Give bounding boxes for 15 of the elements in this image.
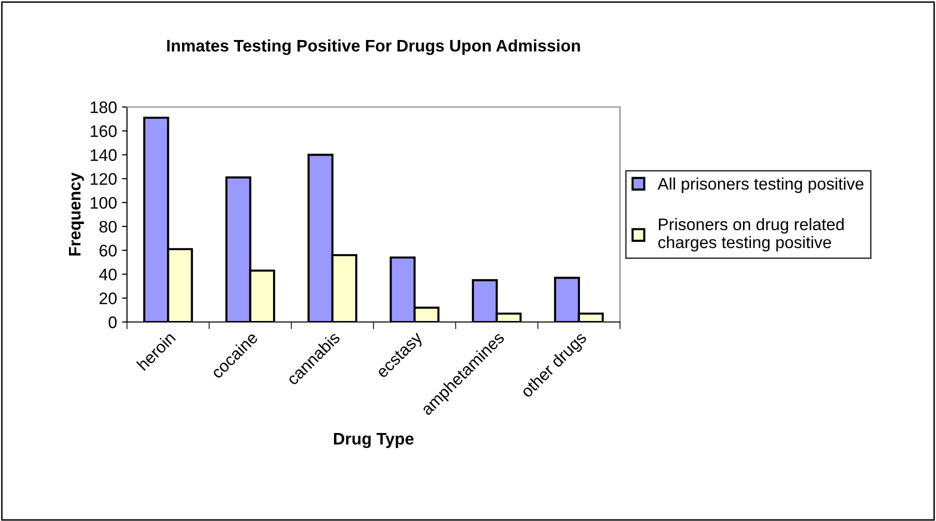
- y-tick-label: 180: [90, 101, 117, 114]
- x-axis-title: Drug Type: [334, 433, 414, 448]
- y-axis-title: Frequency: [68, 172, 84, 256]
- y-tick-label: 120: [90, 173, 117, 185]
- y-tick-label: 100: [90, 196, 117, 209]
- y-tick-label: 60: [100, 244, 117, 257]
- chart-title: Inmates Testing Positive For Drugs Upon Admission: [167, 39, 580, 55]
- legend-label: All prisoners testing positive: [658, 177, 864, 194]
- legend-label: Prisoners on drug related charges testing positive: [658, 218, 844, 252]
- y-tick-label: 140: [90, 149, 117, 161]
- y-tick-label: 80: [99, 220, 117, 233]
- y-tick-label: 160: [90, 125, 117, 138]
- y-tick-label: 0: [108, 316, 117, 328]
- y-tick-label: 20: [100, 292, 117, 304]
- y-tick-label: 40: [99, 268, 117, 280]
